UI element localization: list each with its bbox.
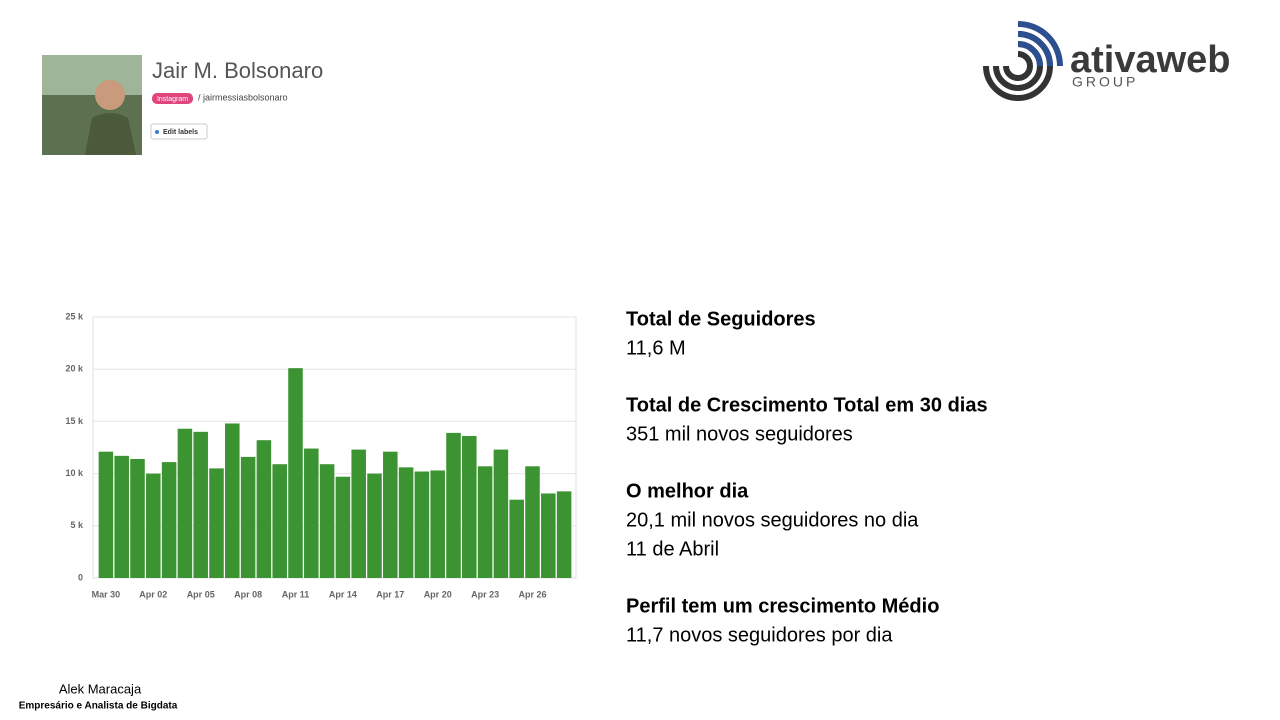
stat-line: 11,6 M bbox=[626, 337, 686, 359]
footer-role: Empresário e Analista de Bigdata bbox=[19, 701, 178, 712]
bar bbox=[430, 470, 445, 578]
bar bbox=[130, 458, 145, 578]
bar bbox=[525, 466, 540, 578]
y-tick-label: 5 k bbox=[70, 520, 84, 530]
plot-border bbox=[92, 316, 577, 579]
photo-face bbox=[95, 80, 125, 110]
x-tick-label: Apr 20 bbox=[424, 589, 452, 599]
x-tick-label: Apr 23 bbox=[471, 589, 499, 599]
x-tick-label: Apr 05 bbox=[187, 589, 215, 599]
bar bbox=[556, 491, 572, 578]
edit-icon bbox=[155, 130, 159, 134]
bar bbox=[209, 468, 224, 578]
logo-arc bbox=[1017, 31, 1053, 67]
profile-handle: / jairmessiasbolsonaro bbox=[198, 92, 288, 102]
bar bbox=[177, 428, 193, 578]
x-tick-label: Apr 17 bbox=[376, 589, 404, 599]
bar bbox=[446, 432, 461, 578]
x-tick-label: Mar 30 bbox=[92, 589, 121, 599]
bar bbox=[225, 423, 240, 578]
logo-arc bbox=[1017, 21, 1063, 67]
x-tick-label: Apr 26 bbox=[518, 589, 546, 599]
y-tick-label: 25 k bbox=[65, 311, 84, 321]
logo-mark bbox=[983, 21, 1063, 101]
stat-title: O melhor dia bbox=[626, 480, 749, 502]
x-tick-label: Apr 02 bbox=[139, 589, 167, 599]
bar bbox=[414, 471, 430, 578]
bar bbox=[541, 493, 556, 578]
bar bbox=[288, 368, 303, 578]
x-tick-label: Apr 14 bbox=[329, 589, 357, 599]
logo-name: ativaweb bbox=[1070, 39, 1231, 81]
stat-title: Total de Crescimento Total em 30 dias bbox=[626, 394, 988, 416]
edit-labels-text[interactable]: Edit labels bbox=[163, 129, 198, 136]
y-tick-label: 20 k bbox=[65, 364, 84, 374]
bar bbox=[477, 466, 493, 578]
stat-line: 351 mil novos seguidores bbox=[626, 423, 853, 445]
network-label: Instagram bbox=[157, 96, 188, 103]
edit-labels-button[interactable] bbox=[150, 123, 208, 140]
bar bbox=[367, 473, 382, 578]
bar bbox=[98, 451, 114, 578]
profile-name: Jair M. Bolsonaro bbox=[152, 58, 323, 83]
bar bbox=[319, 464, 335, 578]
network-badge bbox=[152, 93, 193, 104]
bar bbox=[114, 455, 129, 578]
bar bbox=[383, 451, 398, 578]
stat-title: Total de Seguidores bbox=[626, 308, 816, 330]
stat-line: 20,1 mil novos seguidores no dia bbox=[626, 509, 919, 531]
bar bbox=[304, 448, 319, 578]
stat-line: 11 de Abril bbox=[626, 538, 719, 560]
stat-line: 11,7 novos seguidores por dia bbox=[626, 624, 893, 646]
photo-sky bbox=[42, 55, 142, 95]
y-tick-label: 15 k bbox=[65, 416, 84, 426]
x-tick-label: Apr 11 bbox=[282, 589, 310, 599]
bar bbox=[146, 473, 161, 578]
bar bbox=[256, 440, 272, 578]
bar bbox=[398, 467, 414, 578]
bar bbox=[272, 464, 287, 578]
bar bbox=[193, 431, 208, 578]
bar bbox=[161, 462, 177, 578]
logo-arc bbox=[1017, 41, 1043, 67]
bar bbox=[240, 456, 256, 578]
y-tick-label: 0 bbox=[78, 572, 83, 582]
bar bbox=[509, 499, 524, 578]
bar bbox=[462, 436, 477, 578]
photo-body bbox=[85, 113, 136, 155]
y-tick-label: 10 k bbox=[65, 468, 84, 478]
bar bbox=[493, 449, 509, 578]
stat-title: Perfil tem um crescimento Médio bbox=[626, 595, 939, 617]
bar bbox=[335, 476, 351, 578]
logo-group: GROUP bbox=[1072, 74, 1138, 90]
footer-name: Alek Maracaja bbox=[59, 681, 142, 696]
bar bbox=[351, 449, 366, 578]
x-tick-label: Apr 08 bbox=[234, 589, 262, 599]
logo-arc bbox=[1003, 51, 1033, 81]
